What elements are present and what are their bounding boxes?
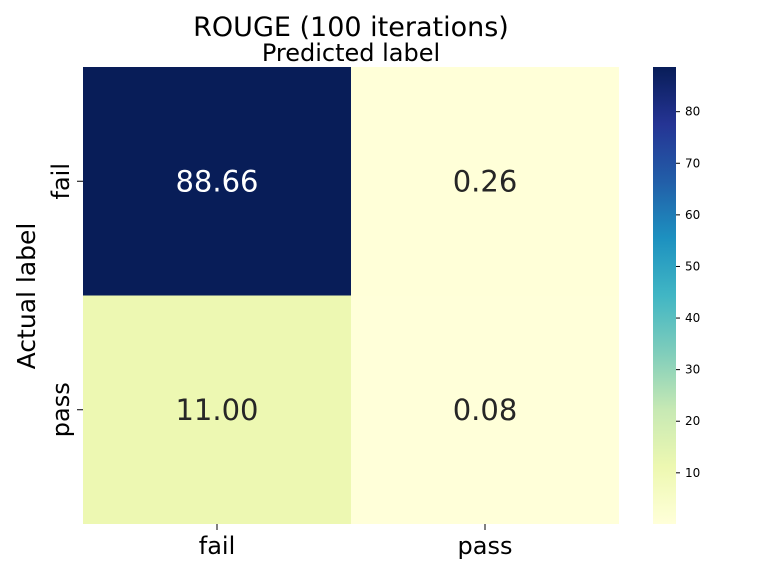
heatmap-cell <box>83 295 351 524</box>
heatmap-cell <box>351 67 619 296</box>
y-tick-label: fail <box>47 163 75 200</box>
colorbar-tick-label: 40 <box>685 311 700 325</box>
colorbar-ticks: 10 20 30 40 50 60 70 80 <box>676 105 700 480</box>
y-axis-ticks: fail pass <box>47 163 83 437</box>
heatmap-cell <box>83 67 351 296</box>
colorbar-tick-label: 80 <box>685 105 700 119</box>
x-axis-ticks: fail pass <box>199 524 513 560</box>
colorbar <box>653 67 676 524</box>
y-tick-label: pass <box>47 382 75 437</box>
cell-value-label: 88.66 <box>175 164 258 198</box>
y-axis-label: Actual label <box>12 223 41 370</box>
x-tick-label: pass <box>458 532 513 560</box>
cell-value-label: 0.26 <box>453 164 518 198</box>
x-axis-label-top: Predicted label <box>262 39 440 67</box>
heatmap-cell <box>351 295 619 524</box>
cell-value-label: 0.08 <box>453 393 518 427</box>
heatmap-cells: 88.66 0.26 11.00 0.08 <box>83 67 619 524</box>
x-tick-label: fail <box>199 532 236 560</box>
colorbar-tick-label: 50 <box>685 259 700 273</box>
colorbar-tick-label: 60 <box>685 208 700 222</box>
cell-value-label: 11.00 <box>175 393 258 427</box>
colorbar-tick-label: 10 <box>685 466 700 480</box>
chart-title: ROUGE (100 iterations) <box>193 12 509 43</box>
colorbar-tick-label: 20 <box>685 414 700 428</box>
colorbar-tick-label: 70 <box>685 156 700 170</box>
colorbar-tick-label: 30 <box>685 363 700 377</box>
